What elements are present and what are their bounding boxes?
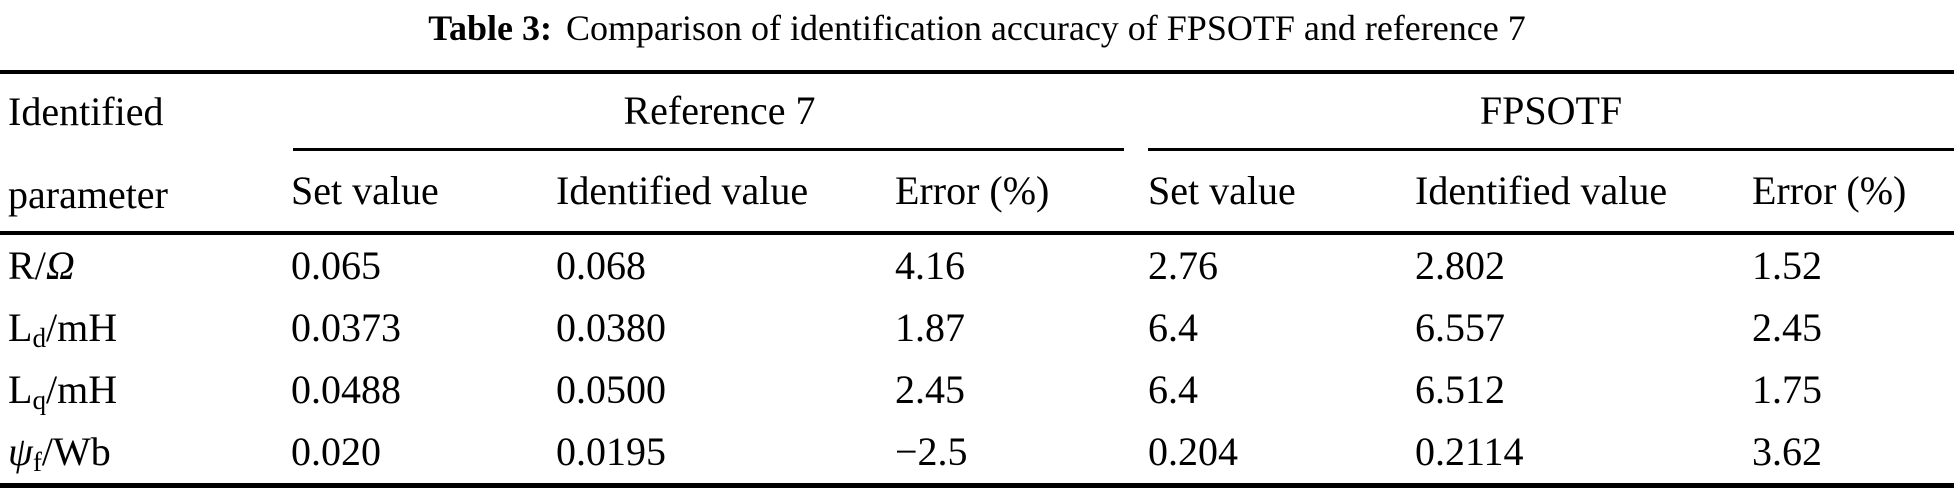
table-top-rule	[0, 70, 1954, 74]
table-header: Identified parameter Reference 7 FPSOTF …	[0, 74, 1954, 231]
cell-value: 3.62	[1752, 429, 1822, 474]
row-parameter-part: L	[8, 305, 33, 350]
cell-value: 0.020	[291, 429, 381, 474]
cell-value: 1.87	[895, 305, 965, 350]
row-parameter-part: /Wb	[41, 429, 111, 474]
cell-value: 6.4	[1148, 305, 1198, 350]
cell-value: 0.068	[556, 243, 646, 288]
table-caption-text: Comparison of identification accuracy of…	[566, 8, 1526, 48]
row-parameter-part: d	[32, 322, 47, 353]
row-parameter-part: /mH	[46, 305, 118, 350]
row-parameter-part: R	[8, 243, 35, 288]
cell-value: 0.0195	[556, 429, 666, 474]
cell-value: −2.5	[895, 429, 968, 474]
cell-value: 0.204	[1148, 429, 1238, 474]
row-parameter: R/Ω	[0, 235, 291, 297]
row-parameter: ψf/Wb	[0, 421, 291, 483]
cell-value: 6.4	[1148, 367, 1198, 412]
table-caption: Table 3: Comparison of identification acc…	[0, 0, 1954, 70]
cell-value: 4.16	[895, 243, 965, 288]
table-caption-label: Table 3:	[428, 8, 552, 48]
row-parameter-part: Ω	[45, 243, 75, 288]
cell-value: 0.0380	[556, 305, 666, 350]
cell-value: 0.0500	[556, 367, 666, 412]
column-header-ref-identified-value: Identified value	[556, 168, 809, 213]
table-body: R/Ω 0.065 0.068 4.16 2.76 2.802 1.52 Ld/mH 0.037…	[0, 235, 1954, 483]
column-header-fpsotf-error: Error (%)	[1752, 168, 1907, 213]
row-parameter: Lq/mH	[0, 359, 291, 421]
row-parameter-part: /	[34, 243, 46, 288]
column-header-fpsotf-set-value: Set value	[1148, 168, 1296, 213]
cell-value: 6.512	[1415, 367, 1505, 412]
cell-value: 0.2114	[1415, 429, 1524, 474]
column-header-identified-parameter: Identified parameter	[0, 74, 291, 231]
row-parameter-part: L	[8, 367, 33, 412]
row-parameter-part: f	[32, 446, 42, 477]
cell-value: 6.557	[1415, 305, 1505, 350]
column-group-reference-7-label: Reference 7	[623, 88, 816, 133]
cell-value: 2.45	[895, 367, 965, 412]
column-header-ref-set-value: Set value	[291, 168, 439, 213]
column-header-fpsotf-identified-value: Identified value	[1415, 168, 1668, 213]
column-header-ref-error: Error (%)	[895, 168, 1050, 213]
cell-value: 1.75	[1752, 367, 1822, 412]
column-group-reference-7: Reference 7	[291, 74, 1148, 151]
row-parameter-part: q	[32, 384, 47, 415]
cell-value: 1.52	[1752, 243, 1822, 288]
table-bottom-rule	[0, 483, 1954, 488]
column-group-fpsotf-label: FPSOTF	[1479, 88, 1623, 133]
table-mid-rule	[0, 231, 1954, 235]
row-parameter-part: ψ	[8, 429, 33, 474]
cell-value: 2.802	[1415, 243, 1505, 288]
cell-value: 0.0373	[291, 305, 401, 350]
column-group-fpsotf: FPSOTF	[1148, 74, 1954, 151]
column-header-line2: parameter	[8, 172, 168, 217]
row-parameter-part: /mH	[46, 367, 118, 412]
cell-value: 2.45	[1752, 305, 1822, 350]
cell-value: 0.065	[291, 243, 381, 288]
row-parameter: Ld/mH	[0, 297, 291, 359]
cell-value: 2.76	[1148, 243, 1218, 288]
cell-value: 0.0488	[291, 367, 401, 412]
column-header-line1: Identified	[8, 89, 164, 134]
